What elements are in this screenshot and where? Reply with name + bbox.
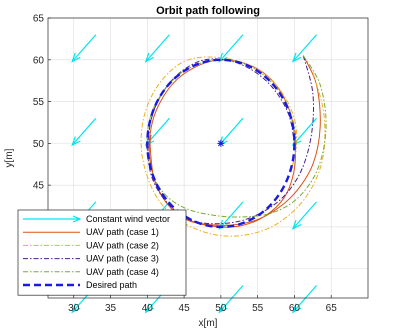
wind-arrow-shaft [218,34,244,62]
legend-swatch-arrowhead [72,215,82,223]
wind-arrow [291,285,317,314]
wind-arrow-shaft [292,201,317,230]
legend-label: Desired path [86,280,137,290]
wind-arrow-shaft [292,285,317,313]
legend-entry: UAV path (case 2) [23,240,159,250]
wind-arrow-head [71,303,81,314]
x-tick-label: 65 [326,303,338,314]
wind-arrow-head [144,303,155,314]
x-axis-ticks: 30 35 40 45 50 55 60 65 [68,295,337,314]
wind-arrow [71,117,97,147]
legend-box [17,209,187,296]
wind-arrow [218,34,244,63]
wind-arrow [291,201,317,230]
legend-label: UAV path (case 2) [86,240,159,250]
legend-label: Constant wind vector [86,214,170,224]
wind-arrow-head [291,303,302,314]
legend-entry: UAV path (case 4) [23,267,159,277]
legend-label: UAV path (case 3) [86,254,159,264]
x-tick-label: 40 [142,303,154,314]
wind-arrow-shaft [218,285,244,313]
wind-arrow [144,34,170,63]
y-tick-label: 50 [33,139,45,150]
wind-arrow [291,34,317,63]
wind-arrow-head [71,136,81,147]
legend-entry: Constant wind vector [23,214,170,224]
uav-path-case-3 [147,55,315,225]
plot-frame [47,17,369,299]
legend: Constant wind vector UAV path (case 1) UAV… [17,209,187,296]
center-marker-stroke [218,140,224,147]
desired-path [146,58,296,229]
wind-arrow-shaft [218,117,244,146]
y-tick-label: 60 [33,55,45,66]
wind-arrow-shaft [218,201,244,230]
wind-arrow-head [218,303,228,314]
chart-title: Orbit path following [156,5,260,17]
wind-arrow-head [291,219,302,230]
wind-arrow-head [218,219,228,230]
y-axis-label: y[m] [4,148,15,167]
wind-arrow [218,201,244,230]
wind-arrow-shaft [71,34,97,62]
wind-arrow-head [144,52,155,63]
legend-entry: UAV path (case 3) [23,254,159,264]
legend-entry: Desired path [23,280,137,290]
uav-path-case-2 [140,56,326,237]
x-axis-label: x[m] [199,318,218,329]
legend-label: UAV path (case 4) [86,267,159,277]
x-tick-label: 45 [179,303,191,314]
wind-arrow-shaft [71,117,97,146]
x-tick-label: 55 [252,303,264,314]
wind-arrow-head [291,52,302,63]
legend-entry: UAV path (case 1) [23,227,159,237]
desired-path-circle [146,58,296,229]
wind-arrow-head [71,52,81,63]
x-tick-label: 35 [105,303,117,314]
orbit-center [217,139,225,147]
wind-arrow [71,34,97,63]
y-tick-label: 45 [33,181,45,192]
x-tick-label: 50 [215,303,227,314]
y-tick-label: 65 [33,14,45,25]
y-tick-label: 55 [33,97,45,108]
x-tick-label: 60 [289,303,301,314]
x-tick-label: 30 [68,303,80,314]
wind-arrow-shaft [145,34,170,62]
wind-arrow-shaft [292,34,317,62]
wind-arrow [218,285,244,314]
wind-arrow-head [218,52,228,63]
legend-label: UAV path (case 1) [86,227,159,237]
